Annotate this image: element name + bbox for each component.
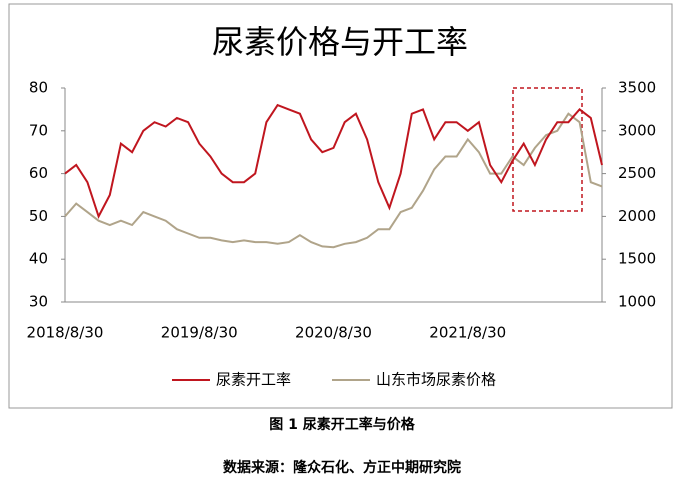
source: 数据来源：隆众石化、方正中期研究院: [223, 459, 461, 476]
y-tick-label: 30: [29, 293, 48, 311]
highlight-box: [512, 87, 583, 212]
x-tick-label: 2019/8/30: [161, 324, 238, 342]
legend-label: 山东市场尿素价格: [376, 371, 496, 389]
y2-tick-label: 1000: [618, 293, 656, 311]
x-tick-label: 2018/8/30: [27, 324, 104, 342]
x-tick-label: 2020/8/30: [295, 324, 372, 342]
y-tick-label: 80: [29, 79, 48, 97]
y-tick-label: 50: [29, 207, 48, 225]
y-tick-label: 70: [29, 121, 48, 139]
y2-tick-label: 3500: [618, 79, 656, 97]
y2-tick-label: 2500: [618, 164, 656, 182]
y2-tick-label: 2000: [618, 207, 656, 225]
series-line: [64, 103, 603, 219]
series-line: [64, 112, 603, 249]
legend-label: 尿素开工率: [216, 371, 291, 389]
y2-tick-label: 1500: [618, 250, 656, 268]
chart-title: 尿素价格与开工率: [212, 23, 468, 61]
y-tick-label: 40: [29, 250, 48, 268]
caption: 图 1 尿素开工率与价格: [269, 416, 415, 433]
y2-tick-label: 3000: [618, 121, 656, 139]
x-tick-label: 2021/8/30: [429, 324, 506, 342]
chart-frame: [8, 3, 673, 409]
y-tick-label: 60: [29, 164, 48, 182]
